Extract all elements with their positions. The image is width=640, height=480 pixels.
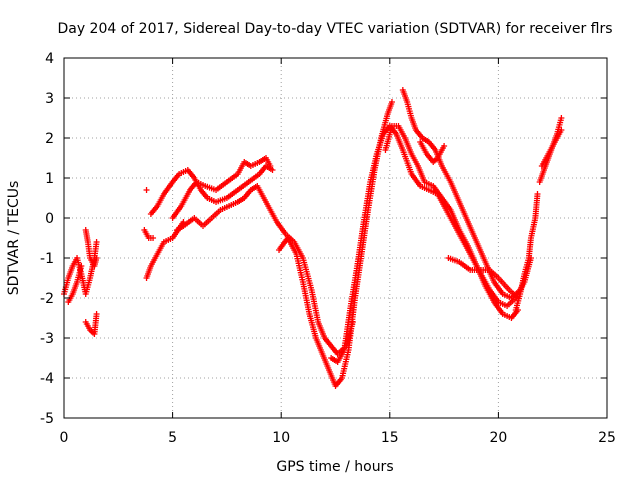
x-tick-label: 0	[60, 430, 69, 446]
y-tick-label: 2	[45, 131, 54, 147]
y-axis-label: SDTVAR / TECUs	[6, 181, 22, 296]
data-point	[534, 191, 541, 197]
data-point	[388, 99, 395, 105]
y-tick-label: -3	[40, 331, 54, 347]
data-point	[150, 235, 157, 241]
data-point	[441, 143, 448, 149]
data-points	[61, 87, 565, 389]
data-point	[267, 163, 274, 169]
axis-ticks: 0 5 10 15 20 25 -5 -4 -3 -2 -1 0 1 2 3 4	[40, 51, 616, 446]
data-point	[558, 127, 565, 133]
x-tick-label: 5	[168, 430, 177, 446]
y-tick-label: -5	[40, 411, 54, 427]
data-point	[78, 263, 85, 269]
data-point	[93, 255, 100, 261]
data-point	[269, 167, 276, 173]
y-tick-label: 3	[45, 91, 54, 107]
y-tick-label: 0	[45, 211, 54, 227]
plot-frame	[63, 57, 608, 419]
x-tick-label: 10	[272, 430, 290, 446]
data-point	[143, 187, 150, 193]
x-tick-label: 20	[489, 430, 507, 446]
chart-title: Day 204 of 2017, Sidereal Day-to-day VTE…	[57, 21, 612, 37]
x-tick-label: 15	[381, 430, 399, 446]
data-point	[93, 239, 100, 245]
y-tick-label: -2	[40, 291, 54, 307]
data-point	[558, 115, 565, 121]
x-tick-label: 25	[598, 430, 616, 446]
y-tick-label: -4	[40, 371, 54, 387]
y-tick-label: 4	[45, 51, 54, 67]
x-axis-label: GPS time / hours	[276, 459, 393, 475]
data-point	[93, 311, 100, 317]
y-tick-label: 1	[45, 171, 54, 187]
y-tick-label: -1	[40, 251, 54, 267]
